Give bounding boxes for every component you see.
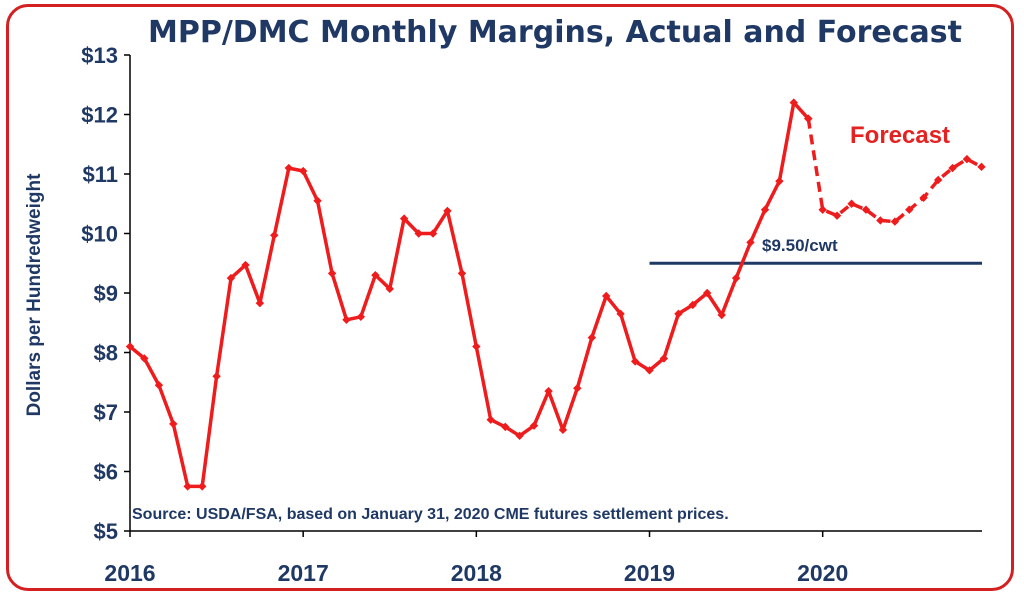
data-point-actual — [688, 300, 698, 310]
series-group — [125, 98, 986, 491]
data-point-forecast — [890, 217, 900, 226]
x-tick-label: 2018 — [451, 560, 502, 586]
data-point-actual — [659, 354, 669, 363]
data-point-forecast — [804, 114, 813, 123]
x-axis: 2016 2017 2018 2019 2020 — [104, 531, 848, 586]
data-point-actual — [198, 482, 207, 491]
y-tick-label: $5 — [94, 519, 118, 544]
data-point-forecast — [962, 154, 972, 164]
data-point-forecast — [933, 175, 943, 185]
data-point-actual — [602, 291, 611, 301]
data-point-actual — [645, 366, 654, 375]
data-point-actual — [731, 273, 741, 283]
data-point-actual — [789, 98, 798, 107]
y-tick-label: $9 — [94, 281, 118, 306]
x-tick-label: 2016 — [104, 560, 155, 586]
y-tick-label: $11 — [83, 162, 119, 187]
data-point-forecast — [861, 205, 871, 214]
data-point-actual — [558, 425, 568, 435]
y-tick-label: $10 — [81, 222, 118, 247]
data-point-actual — [529, 421, 539, 430]
data-point-actual — [428, 229, 438, 238]
y-axis-label: Dollars per Hundredweight — [24, 173, 45, 416]
data-point-forecast — [832, 211, 842, 220]
data-point-actual — [457, 269, 467, 278]
data-point-actual — [356, 312, 366, 321]
data-point-forecast — [948, 163, 957, 173]
data-point-actual — [414, 229, 423, 238]
data-point-forecast — [919, 193, 928, 202]
data-point-actual — [587, 333, 597, 342]
data-point-actual — [140, 354, 149, 363]
y-tick-label: $6 — [94, 460, 118, 485]
data-point-actual — [501, 422, 510, 432]
data-point-actual — [169, 419, 178, 429]
data-point-actual — [399, 214, 409, 223]
x-tick-label: 2017 — [278, 560, 329, 586]
chart-frame — [6, 4, 1014, 591]
data-point-actual — [298, 166, 308, 176]
x-tick-label: 2020 — [797, 560, 848, 586]
data-point-actual — [515, 431, 524, 440]
data-point-actual — [241, 260, 250, 270]
y-axis: $5 $6 $7 $8 $9 $10 $11 $12 $13 — [81, 43, 130, 544]
data-point-actual — [630, 357, 640, 366]
data-point-forecast — [876, 216, 885, 225]
data-point-forecast — [818, 205, 827, 214]
reference-line-label: $9.50/cwt — [762, 236, 838, 255]
data-point-actual — [760, 205, 770, 214]
data-point-actual — [443, 206, 452, 216]
data-point-actual — [183, 482, 192, 491]
data-point-actual — [472, 342, 481, 351]
data-point-actual — [544, 386, 553, 396]
data-point-actual — [327, 269, 337, 278]
data-point-actual — [270, 231, 279, 240]
data-point-actual — [226, 273, 236, 283]
data-point-actual — [125, 342, 135, 351]
data-point-actual — [702, 288, 712, 298]
data-point-forecast — [977, 162, 986, 172]
series-line-actual — [128, 100, 810, 489]
source-note: Source: USDA/FSA, based on January 31, 2… — [132, 506, 729, 523]
forecast-label: Forecast — [850, 122, 950, 149]
data-point-actual — [616, 309, 625, 319]
data-point-actual — [717, 310, 726, 320]
data-point-forecast — [847, 199, 856, 208]
data-point-actual — [313, 196, 322, 205]
data-point-actual — [371, 270, 380, 280]
data-point-actual — [154, 381, 164, 390]
data-point-actual — [486, 415, 495, 424]
data-point-actual — [212, 372, 221, 381]
data-point-actual — [255, 298, 265, 308]
data-point-actual — [674, 309, 683, 319]
chart-title: MPP/DMC Monthly Margins, Actual and Fore… — [148, 15, 962, 50]
y-tick-label: $7 — [94, 400, 118, 425]
y-tick-label: $8 — [94, 341, 118, 366]
data-point-actual — [746, 238, 755, 247]
data-point-actual — [775, 176, 784, 186]
data-point-actual — [342, 315, 351, 324]
data-point-actual — [284, 163, 293, 173]
data-point-forecast — [905, 205, 914, 214]
x-tick-label: 2019 — [624, 560, 675, 586]
y-tick-label: $13 — [81, 43, 118, 68]
data-point-actual — [573, 384, 582, 393]
y-tick-label: $12 — [81, 103, 118, 128]
data-point-actual — [385, 284, 394, 294]
